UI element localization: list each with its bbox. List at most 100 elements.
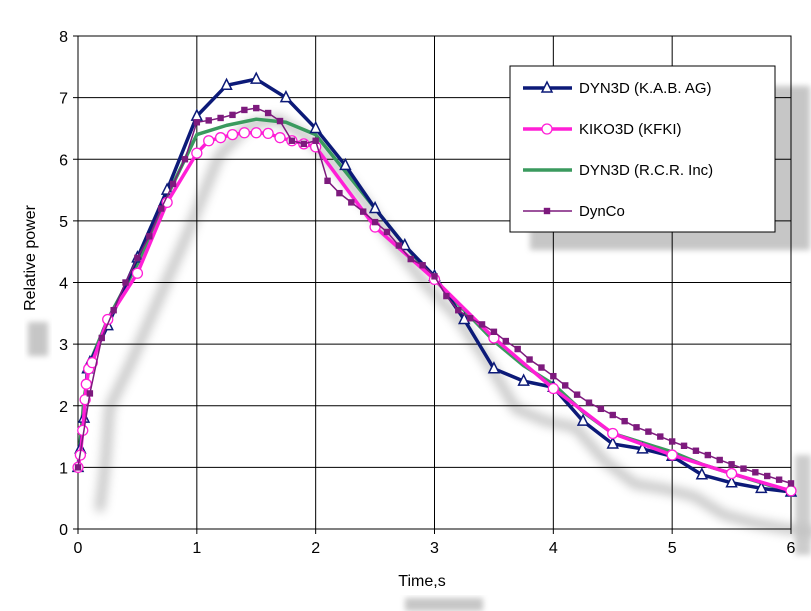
data-point	[238, 127, 251, 139]
series-group	[71, 71, 798, 497]
data-point	[250, 127, 262, 139]
data-point	[300, 140, 307, 148]
y-tick-label: 1	[59, 460, 68, 477]
y-axis-ticks: 0 1 2 3 4 5 6 7 8	[59, 29, 78, 539]
data-point	[740, 465, 747, 472]
data-point	[217, 114, 224, 122]
data-point	[562, 382, 569, 389]
data-point	[526, 356, 533, 363]
data-point	[122, 279, 129, 286]
legend-marker	[540, 80, 554, 93]
x-tick-label: 0	[74, 540, 83, 557]
data-point	[220, 77, 233, 91]
data-point	[368, 200, 382, 214]
data-point	[633, 424, 640, 431]
data-point	[398, 237, 412, 251]
y-tick-label: 3	[59, 337, 68, 354]
data-point	[203, 135, 215, 147]
data-point	[407, 255, 414, 263]
data-point	[550, 372, 557, 380]
y-tick-label: 4	[59, 276, 68, 293]
data-point	[785, 485, 797, 497]
series-4	[74, 104, 795, 487]
data-point	[214, 132, 227, 144]
data-point	[636, 441, 649, 454]
data-point	[514, 345, 521, 353]
y-tick-label: 2	[59, 399, 68, 416]
data-point	[716, 456, 723, 464]
y-tick-label: 8	[59, 29, 68, 46]
data-point	[657, 433, 664, 440]
data-point	[274, 132, 286, 144]
data-point	[276, 117, 284, 125]
legend-label: DYN3D (R.C.R. Inc)	[579, 162, 713, 179]
data-point	[695, 467, 709, 480]
legend-label: KIKO3D (KFKI)	[579, 121, 682, 138]
data-point	[668, 438, 676, 445]
data-point	[288, 137, 296, 144]
data-point	[98, 334, 105, 342]
data-point	[573, 391, 581, 398]
x-axis-label: Time,s	[398, 573, 445, 590]
data-point	[371, 218, 379, 226]
legend-item: DYN3D (K.A.B. AG)	[523, 80, 712, 97]
data-point	[443, 292, 450, 300]
data-point	[79, 393, 91, 406]
data-point	[229, 111, 236, 119]
data-point	[339, 157, 352, 171]
data-point	[86, 356, 98, 369]
data-point	[597, 405, 605, 413]
data-point	[764, 472, 771, 480]
legend: DYN3D (K.A.B. AG) KIKO3D (KFKI) DYN3D (R.C…	[509, 65, 776, 233]
data-point	[585, 399, 593, 406]
data-point	[725, 475, 738, 488]
legend-item: DynCo	[523, 203, 625, 220]
data-point	[241, 106, 248, 114]
data-point	[725, 467, 738, 480]
data-point	[419, 262, 426, 269]
data-point	[457, 311, 471, 325]
legend-item: DYN3D (R.C.R. Inc)	[523, 162, 713, 179]
data-point	[264, 109, 272, 117]
data-point	[547, 382, 559, 395]
y-tick-label: 5	[59, 214, 68, 231]
data-point	[312, 137, 319, 144]
data-point	[80, 378, 92, 390]
data-point	[645, 428, 652, 435]
data-point	[86, 390, 94, 397]
y-tick-label: 6	[59, 152, 68, 169]
legend-label: DYN3D (K.A.B. AG)	[579, 80, 712, 97]
data-point	[226, 128, 239, 141]
data-point	[704, 451, 712, 459]
x-tick-label: 2	[311, 540, 320, 557]
data-point	[755, 480, 768, 494]
data-point	[157, 205, 165, 212]
legend-marker	[543, 207, 551, 215]
data-point	[110, 307, 117, 314]
data-point	[74, 464, 82, 471]
data-point	[336, 189, 343, 197]
data-point	[146, 233, 153, 240]
data-point	[348, 199, 355, 206]
data-point	[787, 480, 795, 487]
data-point	[576, 413, 590, 426]
data-point	[666, 449, 678, 461]
data-point	[609, 411, 616, 419]
data-point	[607, 427, 619, 440]
legend-box	[509, 65, 776, 233]
data-point	[250, 71, 263, 84]
data-point	[775, 476, 783, 483]
data-point	[606, 436, 619, 449]
data-point	[431, 273, 438, 280]
data-point	[692, 447, 700, 454]
y-tick-label: 7	[59, 91, 68, 108]
data-point	[181, 156, 189, 163]
x-tick-label: 1	[192, 540, 201, 557]
x-tick-label: 3	[430, 540, 439, 557]
x-tick-label: 5	[668, 540, 677, 557]
data-point	[502, 337, 509, 345]
data-point	[205, 117, 212, 124]
x-tick-label: 4	[549, 540, 558, 557]
x-axis-ticks: 0 1 2 3 4 5 6	[74, 529, 796, 557]
